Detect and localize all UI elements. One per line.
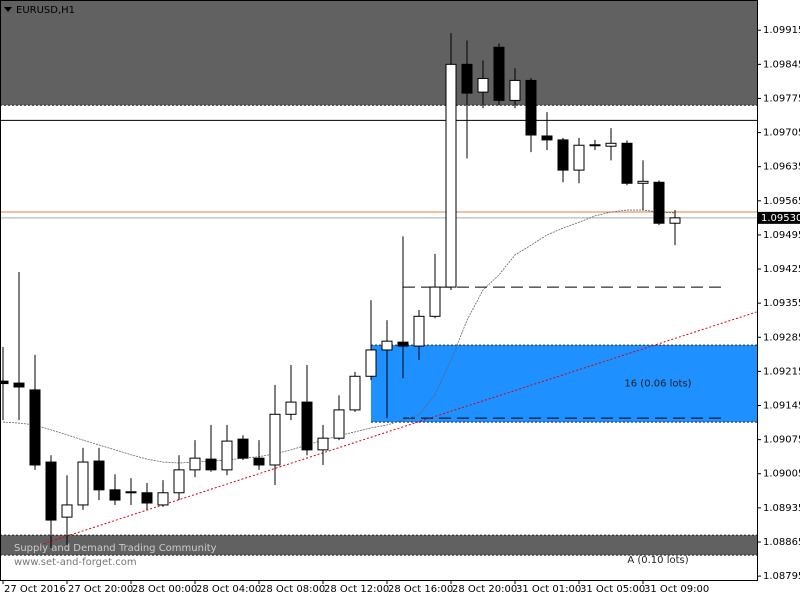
candle-body <box>621 142 633 184</box>
y-tick-label: 1.09565 <box>763 196 800 207</box>
candle-body <box>461 63 473 94</box>
price-marker <box>757 211 800 224</box>
watermark: Supply and Demand Trading Community <box>14 543 217 554</box>
title-arrow <box>4 7 12 12</box>
trend-line <box>39 311 757 546</box>
y-tick-label: 1.09495 <box>763 230 800 241</box>
zone <box>0 0 757 106</box>
chart-title: EURUSD,H1 <box>16 5 75 16</box>
y-tick-label: 1.09705 <box>763 128 800 139</box>
y-tick-label: 1.09145 <box>763 401 800 412</box>
candle-body <box>45 461 57 521</box>
y-tick-label: 1.09075 <box>763 435 800 446</box>
candle-body <box>429 286 441 317</box>
candle-body <box>157 492 169 506</box>
y-tick-label: 1.09845 <box>763 59 800 70</box>
candle-body <box>573 144 585 171</box>
candle-body <box>669 217 681 224</box>
candle-body <box>285 401 297 415</box>
price-axis <box>757 0 800 600</box>
candle-body <box>77 461 89 506</box>
y-tick-label: 1.09285 <box>763 332 800 343</box>
y-tick-label: 1.09355 <box>763 298 800 309</box>
zone <box>371 345 757 423</box>
candle-body <box>61 504 73 518</box>
candle-body <box>125 491 137 494</box>
x-tick-label: 28 Oct 16:00 <box>388 584 453 595</box>
candle-body <box>413 315 425 347</box>
candle-body <box>653 181 665 224</box>
price-marker-label: 1.09530 <box>761 213 800 224</box>
moving-average <box>2 209 676 464</box>
x-tick-label: 28 Oct 08:00 <box>260 584 325 595</box>
candle-body <box>141 492 153 504</box>
x-tick-label: 28 Oct 20:00 <box>452 584 517 595</box>
y-tick-label: 1.09635 <box>763 162 800 173</box>
candle-body <box>237 438 249 459</box>
candle-body <box>317 437 329 451</box>
candle-body <box>221 440 233 471</box>
watermark: www.set-and-forget.com <box>14 557 137 568</box>
candle-body <box>589 144 601 147</box>
plot-border <box>0 0 758 581</box>
x-tick-label: 27 Oct 2016 <box>4 584 66 595</box>
candle-body <box>205 458 217 471</box>
candle-body <box>525 79 537 136</box>
x-tick-label: 31 Oct 05:00 <box>580 584 645 595</box>
candle-body <box>13 382 25 388</box>
candle-body <box>253 457 265 466</box>
y-tick-label: 1.09425 <box>763 264 800 275</box>
y-tick-label: 1.09005 <box>763 469 800 480</box>
candle-body <box>173 469 185 494</box>
x-tick-label: 27 Oct 20:00 <box>68 584 133 595</box>
candle-body <box>557 139 569 171</box>
y-tick-label: 1.09775 <box>763 93 800 104</box>
candle-body <box>301 401 313 451</box>
y-tick-label: 1.08935 <box>763 503 800 514</box>
candle-body <box>333 409 345 439</box>
zone <box>0 535 757 556</box>
zone-label: A (0.10 lots) <box>627 555 688 566</box>
candle-body <box>397 341 409 347</box>
candle-body <box>109 489 121 501</box>
x-tick-label: 31 Oct 01:00 <box>516 584 581 595</box>
candle-body <box>189 457 201 471</box>
x-tick-label: 31 Oct 09:00 <box>644 584 709 595</box>
x-tick-label: 28 Oct 04:00 <box>196 584 261 595</box>
candle-body <box>365 349 377 377</box>
candle-body <box>0 380 9 385</box>
y-tick-label: 1.09915 <box>763 25 800 36</box>
candle-body <box>509 79 521 101</box>
x-tick-label: 28 Oct 00:00 <box>132 584 197 595</box>
candle-body <box>637 180 649 184</box>
y-tick-label: 1.09215 <box>763 366 800 377</box>
candle-body <box>93 460 105 491</box>
candle-body <box>541 135 553 141</box>
y-tick-label: 1.08865 <box>763 537 800 548</box>
candle-body <box>477 77 489 93</box>
candle-body <box>493 46 505 101</box>
y-tick-label: 1.08795 <box>763 571 800 582</box>
candle-body <box>29 389 41 466</box>
x-tick-label: 28 Oct 12:00 <box>324 584 389 595</box>
candle-body <box>269 413 281 466</box>
candle-body <box>381 340 393 351</box>
candle-body <box>349 375 361 411</box>
zone-label: 16 (0.06 lots) <box>624 379 691 390</box>
candle-body <box>605 142 617 147</box>
time-axis <box>0 580 800 600</box>
candle-body <box>445 63 457 288</box>
